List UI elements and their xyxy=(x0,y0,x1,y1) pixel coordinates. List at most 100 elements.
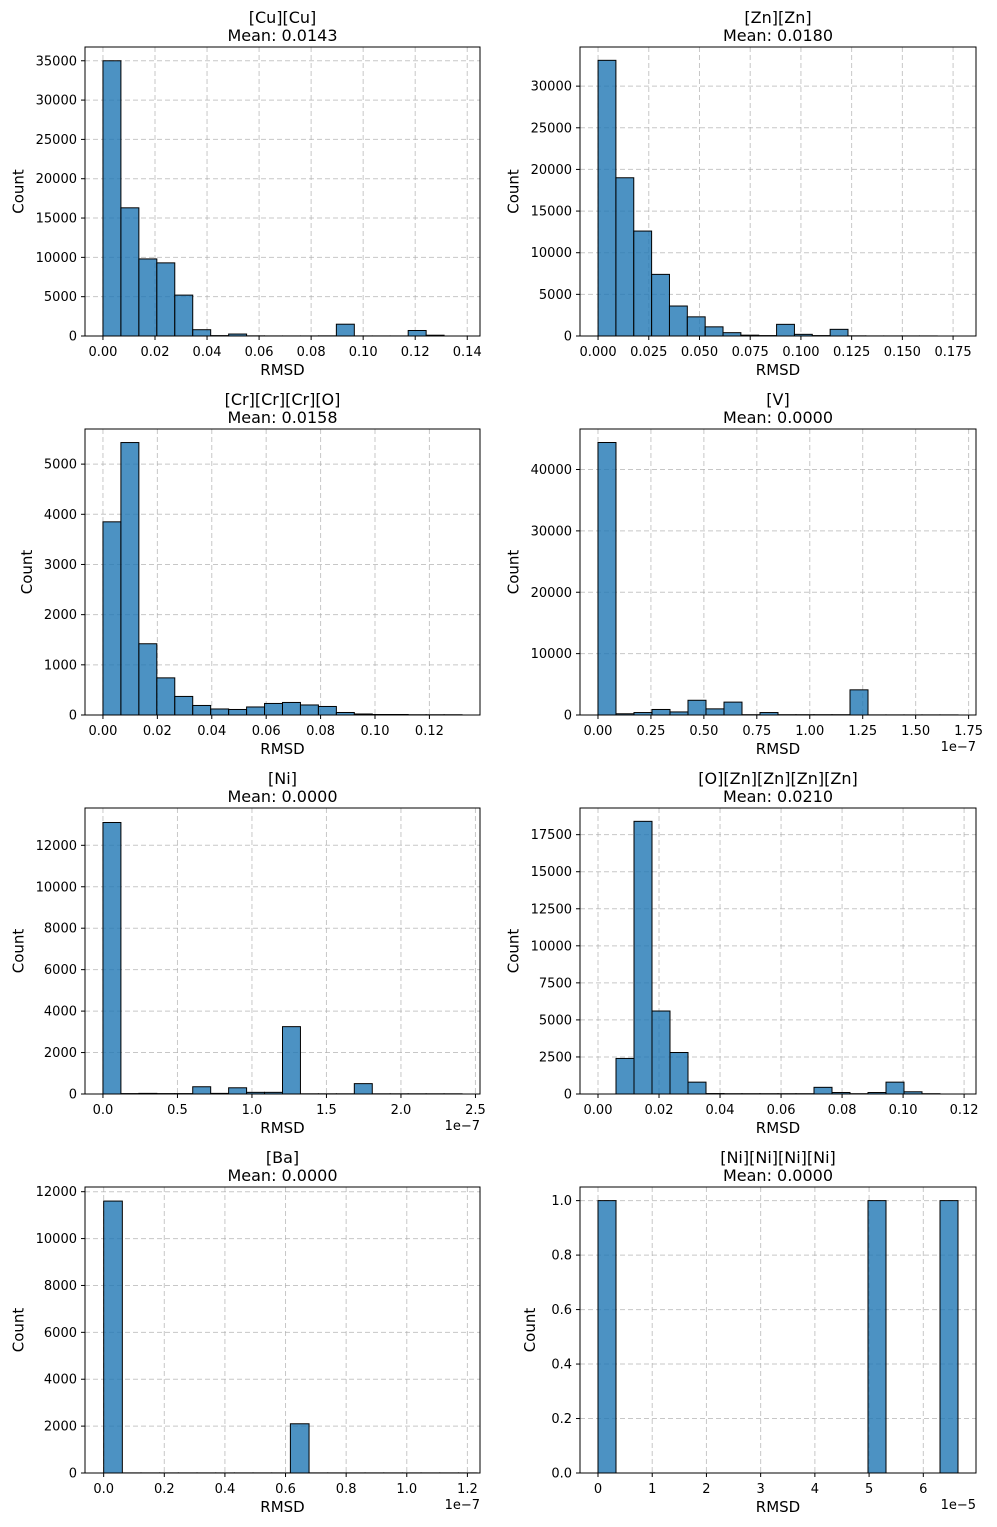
y-tick-label: 10000 xyxy=(36,251,77,266)
histogram-bar xyxy=(597,1200,617,1474)
y-tick-label: 0.2 xyxy=(551,1412,572,1427)
y-tick-label: 15000 xyxy=(531,205,572,220)
histogram-bar xyxy=(228,1087,248,1095)
x-tick-label: 0 xyxy=(594,1482,602,1497)
y-tick-label: 4000 xyxy=(44,1005,77,1020)
y-tick-label: 5000 xyxy=(44,458,77,473)
x-tick-label: 0.000 xyxy=(579,345,616,360)
y-tick-label: 3000 xyxy=(44,558,77,573)
y-tick-label: 4000 xyxy=(44,1373,77,1388)
x-tick-label: 0.02 xyxy=(141,345,170,360)
y-tick-label: 0.6 xyxy=(551,1303,572,1318)
plot-frame xyxy=(579,428,977,716)
histogram-bar xyxy=(651,1010,671,1095)
x-tick-label: 0.075 xyxy=(732,345,769,360)
y-tick-label: 0 xyxy=(564,1088,572,1103)
histogram-bar xyxy=(228,708,248,716)
x-tick-label: 0.050 xyxy=(681,345,718,360)
subplot-4: 0.00 0.25 0.50 0.75 1.00 1.25 1.50 1.75 0 10000 20… xyxy=(505,390,984,758)
y-tick-label: 10000 xyxy=(36,880,77,895)
x-axis-label: RMSD xyxy=(756,1119,800,1137)
plot-title: [Ni][Ni][Ni][Ni] xyxy=(720,1148,836,1167)
x-tick-label: 0.08 xyxy=(297,345,326,360)
x-tick-label: 0.12 xyxy=(950,1103,979,1118)
y-tick-label: 0 xyxy=(69,330,77,345)
plot-mean-label: Mean: 0.0180 xyxy=(723,26,833,45)
y-tick-label: 6000 xyxy=(44,1326,77,1341)
x-tick-label: 0.04 xyxy=(193,345,222,360)
y-tick-label: 0.8 xyxy=(551,1249,572,1264)
histogram-bar xyxy=(192,1086,212,1095)
x-axis-label: RMSD xyxy=(260,740,304,758)
histogram-bar xyxy=(102,521,122,716)
plot-frame xyxy=(84,46,481,337)
x-tick-label: 0.12 xyxy=(415,724,444,739)
subplot-8: 0 1 2 3 4 5 6 0.0 0.2 0.4 0.6 0.8 1.0 [Ni][Ni][Ni][Ni… xyxy=(521,1148,977,1516)
x-tick-label: 1.0 xyxy=(242,1103,263,1118)
x-axis-offset-label: 1e−5 xyxy=(941,1498,976,1513)
x-axis-label: RMSD xyxy=(756,361,800,379)
histogram-bar xyxy=(597,59,617,337)
plot-frame xyxy=(579,807,977,1095)
y-axis-label: Count xyxy=(505,169,523,214)
histogram-bar xyxy=(174,695,194,716)
histogram-bar xyxy=(686,316,706,337)
y-tick-label: 1.0 xyxy=(551,1194,572,1209)
y-tick-label: 15000 xyxy=(36,212,77,227)
x-tick-label: 0.25 xyxy=(636,724,665,739)
x-tick-label: 0.10 xyxy=(349,345,378,360)
x-axis-label: RMSD xyxy=(756,1498,800,1516)
x-tick-label: 0.10 xyxy=(889,1103,918,1118)
x-tick-label: 4 xyxy=(811,1482,819,1497)
plot-title: [Cr][Cr][Cr][O] xyxy=(225,390,341,409)
histogram-bar xyxy=(668,305,688,337)
x-tick-label: 0.0 xyxy=(93,1103,114,1118)
histogram-bar xyxy=(651,273,670,337)
y-tick-label: 2000 xyxy=(44,1420,77,1435)
histogram-bar xyxy=(813,1086,833,1095)
x-tick-label: 0.02 xyxy=(143,724,172,739)
x-tick-label: 0.00 xyxy=(584,724,613,739)
histogram-bar xyxy=(102,822,122,1095)
plot-frame xyxy=(84,428,481,716)
y-tick-label: 20000 xyxy=(531,586,572,601)
y-tick-label: 0 xyxy=(69,1088,77,1103)
subplot-2: 0.000 0.025 0.050 0.075 0.100 0.125 0.150 0.175… xyxy=(505,8,977,379)
y-tick-label: 5000 xyxy=(539,288,572,303)
histogram-bar xyxy=(849,689,869,716)
histogram-bar xyxy=(138,643,158,716)
x-tick-label: 0.06 xyxy=(245,345,274,360)
histogram-bar xyxy=(597,442,617,716)
y-tick-label: 40000 xyxy=(531,463,572,478)
y-tick-label: 10000 xyxy=(531,647,572,662)
y-axis-label: Count xyxy=(10,1308,28,1353)
x-axis-offset-label: 1e−7 xyxy=(445,1119,480,1134)
histogram-bar xyxy=(317,705,337,716)
x-tick-label: 0.10 xyxy=(361,724,390,739)
y-tick-label: 17500 xyxy=(531,828,572,843)
y-tick-label: 0 xyxy=(564,330,572,345)
x-tick-label: 1.00 xyxy=(795,724,824,739)
histogram-bar xyxy=(210,708,230,716)
y-tick-label: 25000 xyxy=(36,133,77,148)
histogram-bar xyxy=(651,708,671,716)
histogram-bar xyxy=(192,704,212,716)
y-tick-label: 10000 xyxy=(36,1232,77,1247)
plot-frame xyxy=(579,1186,977,1474)
y-tick-label: 12000 xyxy=(36,839,77,854)
y-tick-label: 10000 xyxy=(531,939,572,954)
subplot-1: 0.00 0.02 0.04 0.06 0.08 0.10 0.12 0.14 0 5000 100… xyxy=(10,8,482,379)
plot-title: [Ba] xyxy=(266,1148,299,1167)
x-axis-label: RMSD xyxy=(756,740,800,758)
histogram-bar xyxy=(120,207,140,337)
histogram-bar xyxy=(687,699,707,716)
plot-frame xyxy=(84,807,481,1095)
subplot-7: 0.0 0.2 0.4 0.6 0.8 1.0 1.2 0 2000 4000 6000 8000 10… xyxy=(10,1148,481,1516)
y-tick-label: 30000 xyxy=(531,524,572,539)
y-tick-label: 4000 xyxy=(44,508,77,523)
histogram-bar xyxy=(633,820,653,1095)
x-tick-label: 0.14 xyxy=(453,345,482,360)
y-tick-label: 0.4 xyxy=(551,1358,572,1373)
subplot-3: 0.00 0.02 0.04 0.06 0.08 0.10 0.12 0 1000 2000 300… xyxy=(18,390,481,758)
y-tick-label: 2000 xyxy=(44,1046,77,1061)
